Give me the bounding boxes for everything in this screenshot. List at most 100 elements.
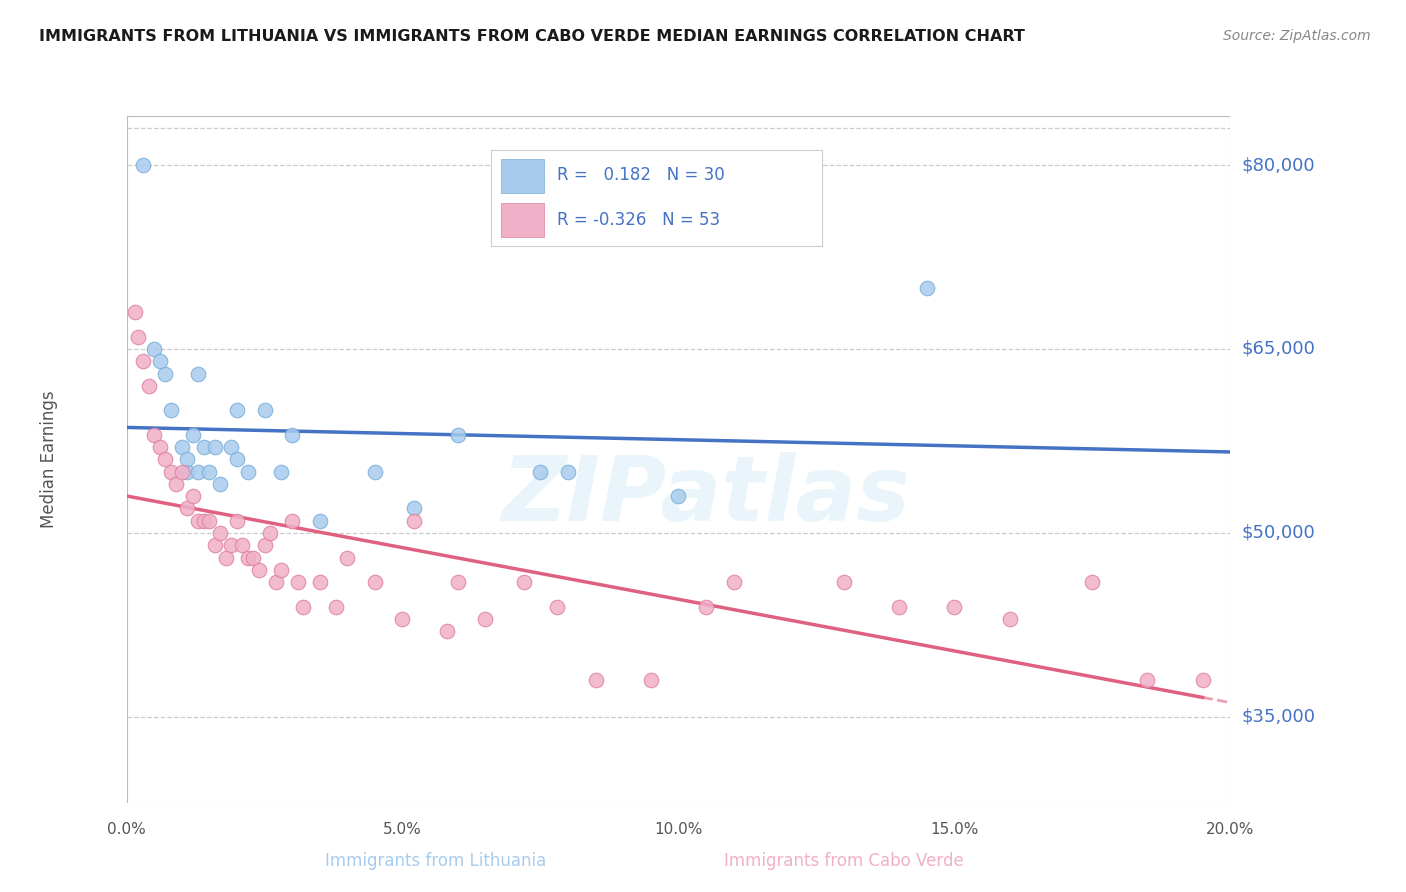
- Point: [198, 514, 221, 528]
- Point: [325, 599, 347, 614]
- Point: [529, 465, 551, 479]
- Point: [253, 538, 276, 552]
- Point: [364, 465, 387, 479]
- Bar: [501, 203, 544, 237]
- Point: [292, 599, 315, 614]
- Point: [225, 514, 249, 528]
- Point: [187, 465, 209, 479]
- Text: 0.0%: 0.0%: [107, 822, 146, 838]
- Point: [287, 575, 309, 590]
- Point: [204, 538, 226, 552]
- Point: [513, 575, 536, 590]
- Point: [270, 465, 292, 479]
- Point: [308, 514, 330, 528]
- Point: [187, 514, 209, 528]
- Point: [170, 440, 193, 454]
- Point: [264, 575, 287, 590]
- Text: ZIPatlas: ZIPatlas: [502, 452, 911, 541]
- Point: [1136, 673, 1159, 687]
- Point: [253, 403, 276, 417]
- Point: [153, 452, 176, 467]
- Point: [915, 281, 938, 295]
- Text: Immigrants from Lithuania: Immigrants from Lithuania: [325, 852, 546, 870]
- Point: [270, 563, 292, 577]
- Point: [221, 440, 243, 454]
- Point: [225, 403, 249, 417]
- Text: Median Earnings: Median Earnings: [41, 391, 58, 528]
- Point: [231, 538, 253, 552]
- Point: [336, 550, 359, 565]
- Point: [143, 342, 166, 356]
- Text: IMMIGRANTS FROM LITHUANIA VS IMMIGRANTS FROM CABO VERDE MEDIAN EARNINGS CORRELAT: IMMIGRANTS FROM LITHUANIA VS IMMIGRANTS …: [39, 29, 1025, 44]
- Point: [193, 514, 215, 528]
- Point: [546, 599, 568, 614]
- Text: Immigrants from Cabo Verde: Immigrants from Cabo Verde: [724, 852, 965, 870]
- Point: [640, 673, 662, 687]
- Point: [193, 440, 215, 454]
- Point: [402, 501, 425, 516]
- Point: [557, 465, 579, 479]
- Point: [159, 465, 181, 479]
- Point: [165, 476, 187, 491]
- Point: [474, 612, 496, 626]
- Point: [209, 525, 232, 540]
- Point: [723, 575, 745, 590]
- Point: [259, 525, 281, 540]
- Point: [215, 550, 238, 565]
- Point: [236, 465, 259, 479]
- Text: 15.0%: 15.0%: [931, 822, 979, 838]
- Point: [1081, 575, 1104, 590]
- Text: $50,000: $50,000: [1241, 524, 1315, 542]
- Text: Source: ZipAtlas.com: Source: ZipAtlas.com: [1223, 29, 1371, 43]
- Text: 20.0%: 20.0%: [1206, 822, 1254, 838]
- Text: $65,000: $65,000: [1241, 340, 1315, 358]
- Point: [149, 354, 172, 368]
- Point: [242, 550, 264, 565]
- Point: [181, 489, 204, 503]
- Point: [170, 465, 193, 479]
- Point: [402, 514, 425, 528]
- Point: [143, 427, 166, 442]
- Text: R =   0.182   N = 30: R = 0.182 N = 30: [557, 166, 724, 185]
- Text: $80,000: $80,000: [1241, 156, 1315, 174]
- Point: [149, 440, 172, 454]
- Point: [281, 514, 304, 528]
- Point: [943, 599, 966, 614]
- Point: [447, 427, 470, 442]
- Point: [1191, 673, 1213, 687]
- Point: [308, 575, 330, 590]
- Point: [159, 403, 181, 417]
- Point: [832, 575, 855, 590]
- Text: $35,000: $35,000: [1241, 708, 1316, 726]
- Point: [181, 427, 204, 442]
- Point: [889, 599, 911, 614]
- Text: R = -0.326   N = 53: R = -0.326 N = 53: [557, 211, 720, 228]
- Point: [198, 465, 221, 479]
- Point: [176, 465, 198, 479]
- Point: [153, 367, 176, 381]
- Point: [247, 563, 270, 577]
- Point: [221, 538, 243, 552]
- Point: [187, 367, 209, 381]
- Point: [998, 612, 1021, 626]
- Point: [176, 501, 198, 516]
- Point: [176, 452, 198, 467]
- Point: [695, 599, 717, 614]
- Point: [127, 330, 149, 344]
- Point: [132, 158, 155, 172]
- Point: [447, 575, 470, 590]
- Point: [436, 624, 458, 639]
- Text: 5.0%: 5.0%: [382, 822, 422, 838]
- Bar: [501, 159, 544, 193]
- Point: [364, 575, 387, 590]
- Point: [585, 673, 607, 687]
- Point: [666, 489, 689, 503]
- Point: [391, 612, 413, 626]
- Point: [132, 354, 155, 368]
- Point: [281, 427, 304, 442]
- Point: [209, 476, 232, 491]
- Point: [204, 440, 226, 454]
- Point: [236, 550, 259, 565]
- Point: [124, 305, 146, 319]
- Point: [225, 452, 249, 467]
